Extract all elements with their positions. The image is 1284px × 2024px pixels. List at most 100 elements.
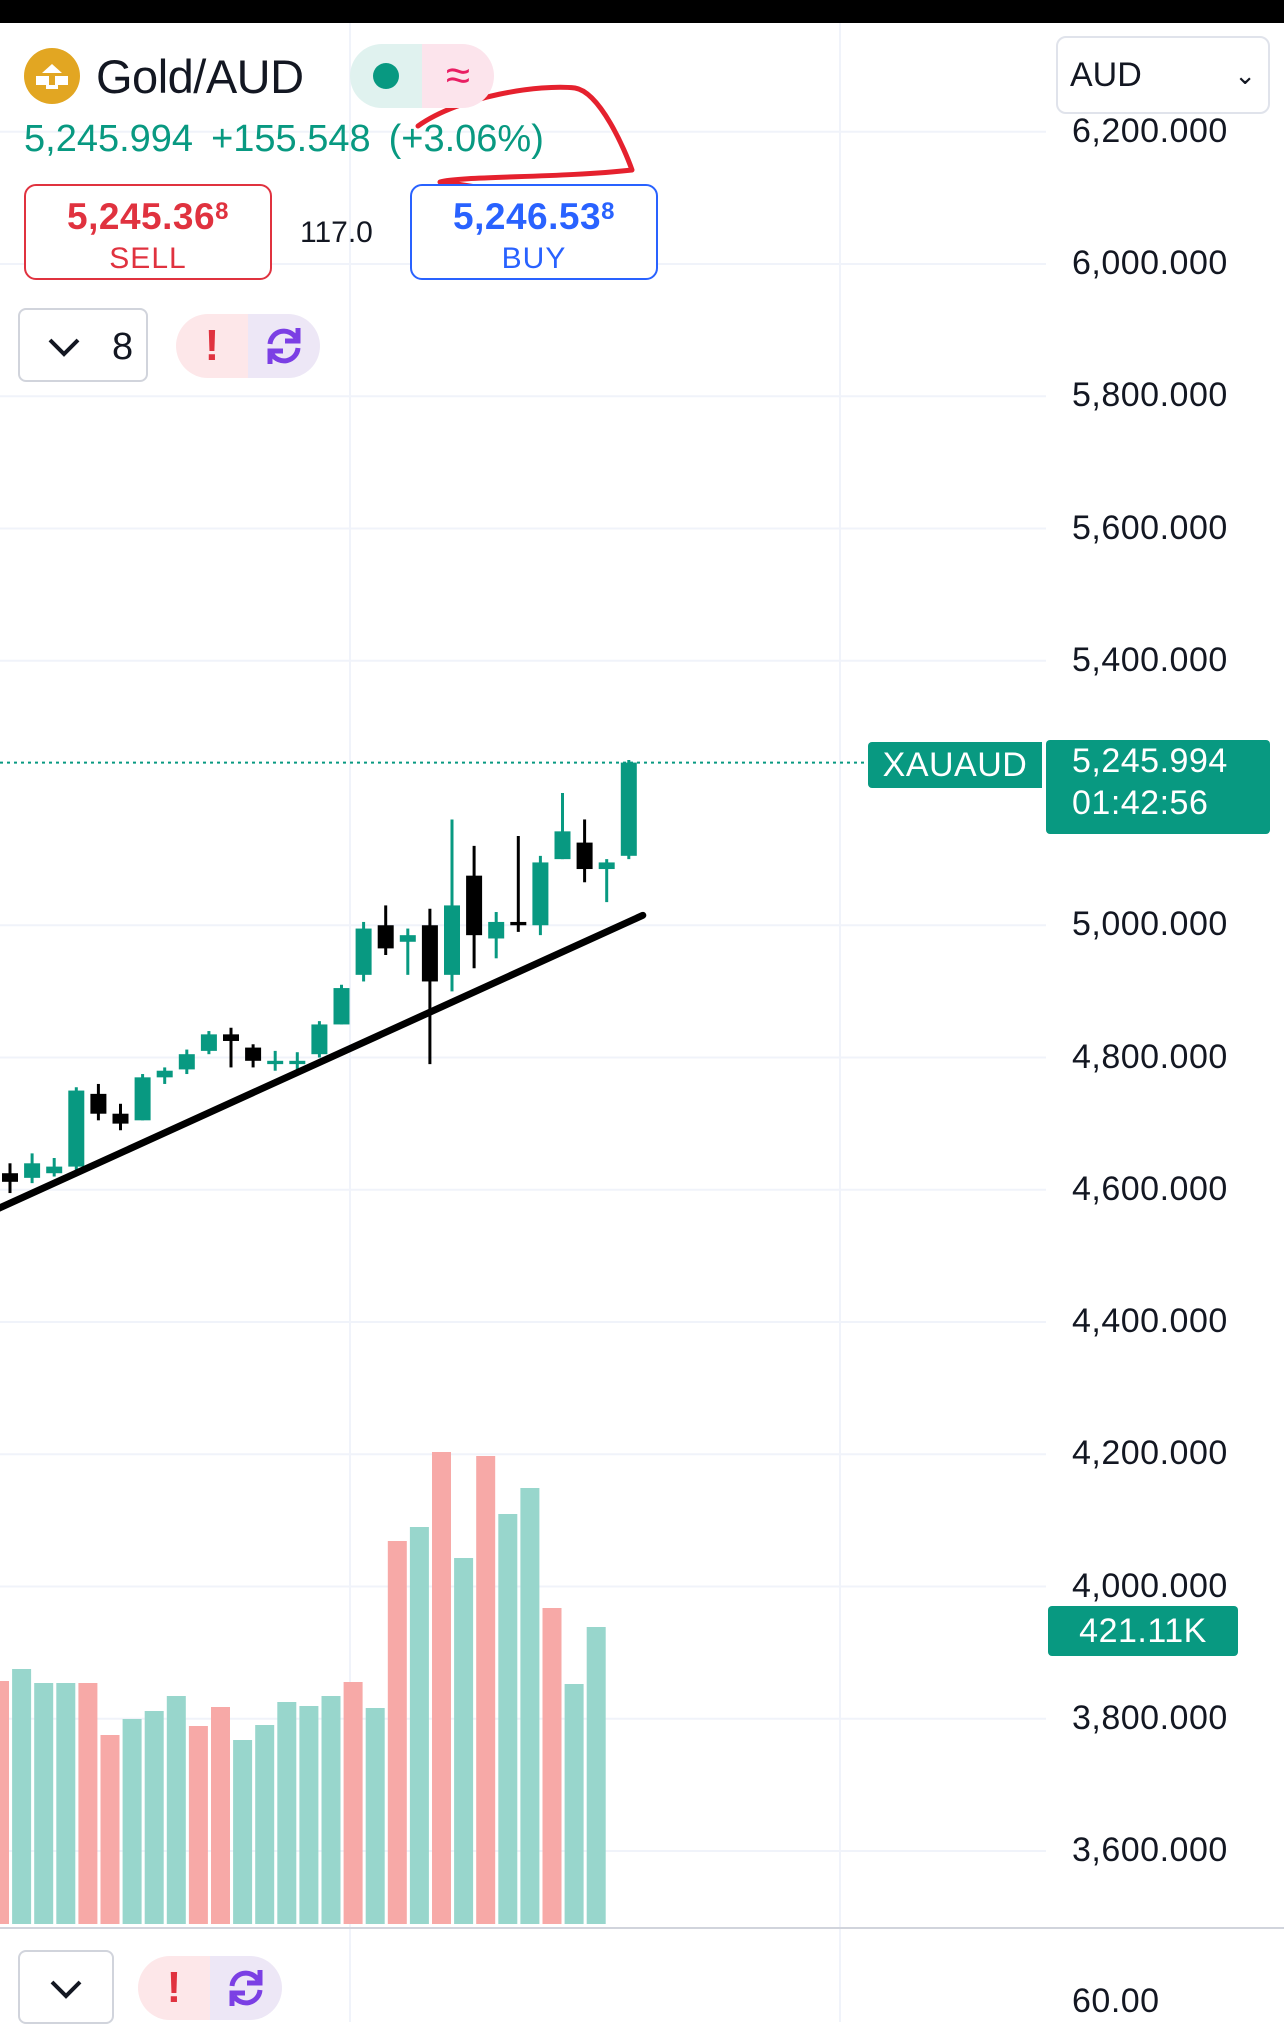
candle-body bbox=[466, 875, 483, 936]
candle bbox=[598, 859, 615, 903]
sell-button[interactable]: 5,245.368 SELL bbox=[24, 184, 272, 280]
refresh-icon bbox=[229, 1970, 263, 2006]
y-tick-label-volume: 60.00 bbox=[1072, 1982, 1160, 2020]
candle-body bbox=[24, 1163, 41, 1178]
candle-body bbox=[156, 1070, 173, 1078]
volume-bar bbox=[34, 1683, 54, 1924]
y-tick-label: 4,600.000 bbox=[1072, 1169, 1228, 1208]
candle-body bbox=[488, 921, 505, 939]
volume-bar bbox=[409, 1527, 429, 1924]
spread-value: 117.0 bbox=[300, 216, 373, 249]
symbol-title[interactable]: Gold/AUD bbox=[96, 49, 304, 103]
refresh-icon bbox=[267, 328, 301, 364]
candle bbox=[134, 1074, 151, 1121]
volume-indicator-controls bbox=[18, 1950, 114, 2024]
sell-label: SELL bbox=[109, 242, 187, 275]
candle bbox=[90, 1083, 107, 1121]
candle-body bbox=[267, 1060, 284, 1065]
candle-body bbox=[90, 1093, 107, 1114]
volume-toggle-button[interactable] bbox=[18, 1950, 114, 2024]
candle bbox=[2, 1163, 18, 1194]
volume-bar bbox=[255, 1725, 275, 1924]
candle bbox=[554, 793, 571, 860]
main-indicator-controls: 8 bbox=[18, 308, 148, 382]
sell-price-pip: 8 bbox=[215, 198, 229, 225]
volume-bar bbox=[498, 1514, 518, 1924]
volume-bar bbox=[542, 1608, 562, 1924]
candle-body bbox=[311, 1024, 328, 1055]
market-status-pill[interactable]: ≈ bbox=[350, 44, 494, 108]
y-tick-label: 5,800.000 bbox=[1072, 376, 1228, 415]
sell-price: 5,245.36 bbox=[67, 196, 216, 237]
volume-alert-badge[interactable]: ! bbox=[138, 1956, 282, 2020]
candle-body bbox=[68, 1090, 85, 1167]
candle bbox=[24, 1153, 41, 1184]
volume-bar bbox=[299, 1706, 319, 1924]
volume-bar bbox=[0, 1681, 9, 1924]
candle bbox=[245, 1044, 262, 1068]
y-tick-label: 3,600.000 bbox=[1072, 1831, 1228, 1869]
symbol-header[interactable]: Gold/AUD bbox=[24, 48, 304, 104]
volume-bar bbox=[188, 1726, 208, 1924]
y-tick-label: 3,800.000 bbox=[1072, 1698, 1228, 1737]
volume-bar bbox=[387, 1541, 407, 1924]
candle bbox=[178, 1049, 195, 1075]
candle-body bbox=[134, 1077, 151, 1121]
candle-body bbox=[178, 1054, 195, 1070]
y-tick-label: 6,000.000 bbox=[1072, 244, 1228, 282]
volume-bar bbox=[586, 1627, 606, 1924]
candle bbox=[200, 1031, 217, 1055]
main-alert-badge[interactable]: ! bbox=[176, 314, 320, 378]
candle-body bbox=[554, 831, 571, 860]
y-tick-label: 5,000.000 bbox=[1072, 905, 1228, 944]
candle bbox=[68, 1087, 85, 1170]
candle-body bbox=[245, 1047, 262, 1061]
volume-tag: 421.11K bbox=[1048, 1606, 1238, 1656]
candle bbox=[620, 759, 637, 860]
candle bbox=[444, 819, 460, 992]
chevron-down-icon bbox=[50, 1980, 82, 1999]
candle-body bbox=[333, 988, 350, 1025]
currency-select[interactable]: AUD ⌄ bbox=[1056, 36, 1270, 114]
candle bbox=[46, 1158, 63, 1177]
gold-icon bbox=[24, 48, 80, 104]
candle-body bbox=[2, 1173, 18, 1182]
quote-row: 5,245.994 +155.548 (+3.06%) bbox=[24, 118, 562, 161]
volume-bar bbox=[211, 1707, 230, 1924]
volume-bar bbox=[321, 1696, 341, 1924]
buy-label: BUY bbox=[501, 242, 567, 275]
buy-price-pip: 8 bbox=[601, 198, 615, 225]
candle-body bbox=[355, 928, 372, 975]
trendline bbox=[0, 911, 647, 1212]
buy-price: 5,246.53 bbox=[453, 196, 602, 237]
volume-bar bbox=[476, 1456, 496, 1924]
candle-body bbox=[377, 925, 394, 949]
chevron-down-icon: ⌄ bbox=[1234, 60, 1256, 90]
last-price-tag: 5,245.994 01:42:56 bbox=[1046, 740, 1270, 834]
candle-body bbox=[421, 925, 438, 982]
indicators-toggle-button[interactable]: 8 bbox=[18, 308, 148, 382]
candle-body bbox=[510, 921, 527, 926]
last-price: 5,245.994 bbox=[24, 118, 194, 160]
volume-bar bbox=[564, 1684, 584, 1924]
buy-button[interactable]: 5,246.538 BUY bbox=[410, 184, 658, 280]
volume-bar bbox=[78, 1683, 98, 1924]
volume-bar bbox=[100, 1735, 120, 1924]
market-open-dot-icon bbox=[373, 63, 399, 89]
price-change-pct: (+3.06%) bbox=[388, 118, 544, 160]
candle bbox=[355, 921, 372, 982]
candle bbox=[399, 928, 416, 975]
candle bbox=[112, 1103, 129, 1131]
status-bar bbox=[0, 0, 1284, 23]
volume-bar bbox=[277, 1702, 297, 1924]
volume-bar bbox=[432, 1452, 451, 1924]
candle bbox=[532, 855, 549, 936]
candle bbox=[156, 1067, 173, 1084]
candle bbox=[267, 1050, 284, 1071]
volume-bar bbox=[343, 1682, 363, 1924]
volume-bar bbox=[144, 1711, 164, 1924]
volume-bar bbox=[12, 1669, 32, 1924]
candle bbox=[311, 1021, 328, 1058]
alert-icon: ! bbox=[176, 314, 248, 378]
